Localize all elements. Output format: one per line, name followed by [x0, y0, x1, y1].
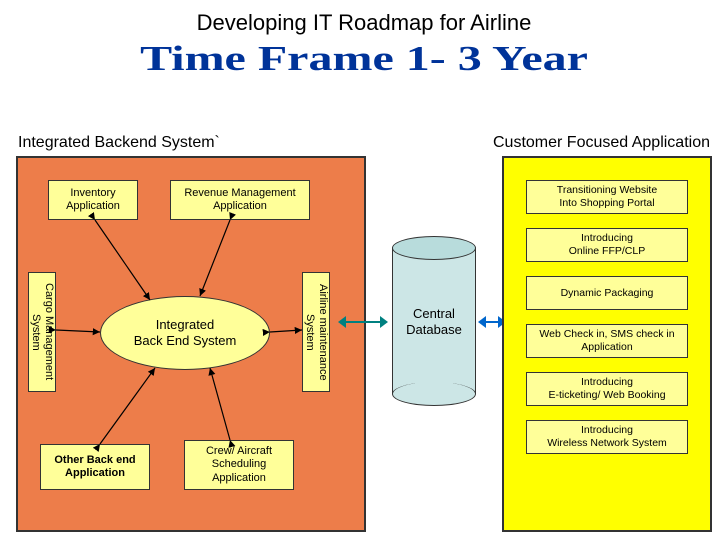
- right-item-0: Transitioning WebsiteInto Shopping Porta…: [526, 180, 688, 214]
- node-maintenance-label: Airline maintenanceSystem: [303, 284, 329, 381]
- center-ellipse: IntegratedBack End System: [100, 296, 270, 370]
- node-cargo-label: Cargo ManagementSystem: [29, 283, 55, 380]
- central-database: CentralDatabase: [392, 236, 476, 406]
- left-section-label: Integrated Backend System`: [18, 134, 220, 152]
- cylinder-label: CentralDatabase: [392, 306, 476, 337]
- page-title: Developing IT Roadmap for Airline: [0, 0, 728, 36]
- node-cargo: Cargo ManagementSystem: [28, 272, 56, 392]
- node-other: Other Back endApplication: [40, 444, 150, 490]
- right-item-4: IntroducingE-ticketing/ Web Booking: [526, 372, 688, 406]
- right-section-label: Customer Focused Application: [493, 134, 710, 152]
- double-arrow: [338, 316, 388, 328]
- right-item-2: Dynamic Packaging: [526, 276, 688, 310]
- node-crew: Crew/ AircraftSchedulingApplication: [184, 440, 294, 490]
- right-items-list: Transitioning WebsiteInto Shopping Porta…: [504, 158, 710, 454]
- right-panel: Transitioning WebsiteInto Shopping Porta…: [502, 156, 712, 532]
- right-item-3: Web Check in, SMS check inApplication: [526, 324, 688, 358]
- right-item-1: IntroducingOnline FFP/CLP: [526, 228, 688, 262]
- right-item-5: IntroducingWireless Network System: [526, 420, 688, 454]
- node-maintenance: Airline maintenanceSystem: [302, 272, 330, 392]
- node-revenue: Revenue ManagementApplication: [170, 180, 310, 220]
- subtitle: Time Frame 1- 3 Year: [0, 38, 728, 79]
- node-inventory: InventoryApplication: [48, 180, 138, 220]
